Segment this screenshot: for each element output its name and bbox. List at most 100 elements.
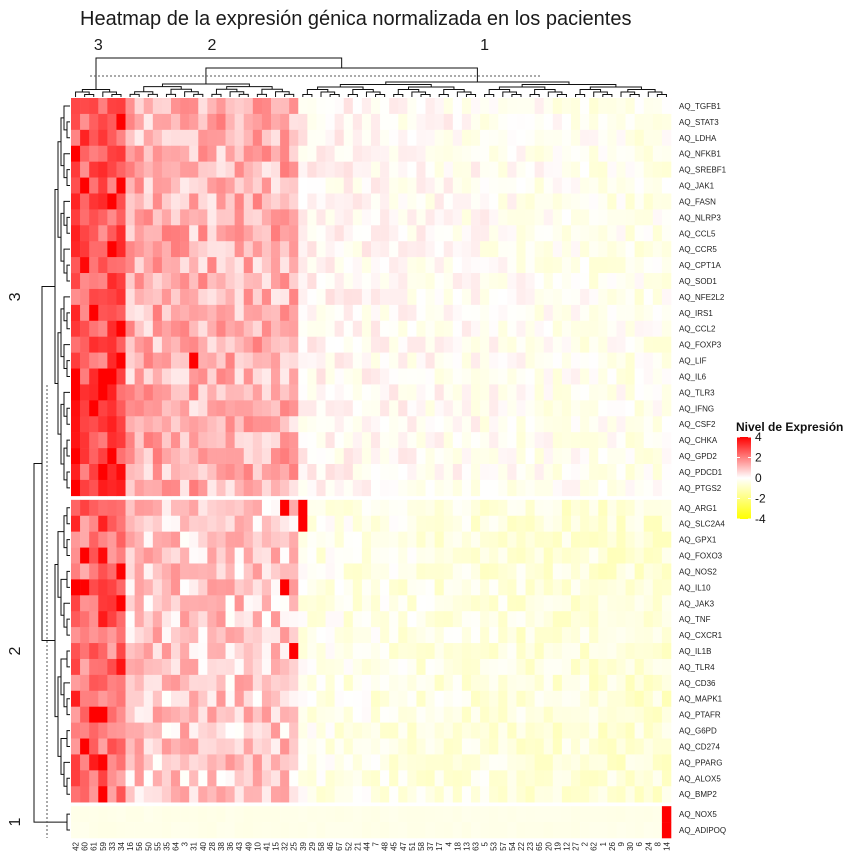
heatmap-cell	[361, 674, 372, 692]
heatmap-cell	[407, 193, 417, 210]
heatmap-cell	[371, 563, 381, 580]
heatmap-cell	[71, 304, 81, 322]
heatmap-cell	[589, 209, 599, 226]
heatmap-cell	[161, 352, 172, 369]
column-label: 48	[381, 841, 390, 850]
heatmap-cell	[298, 754, 308, 771]
heatmap-cell	[634, 416, 645, 433]
heatmap-cell	[180, 595, 190, 612]
heatmap-cell	[180, 288, 190, 306]
heatmap-cell	[352, 336, 363, 353]
heatmap-cell	[471, 320, 481, 337]
heatmap-cell	[116, 129, 126, 147]
heatmap-cell	[434, 690, 445, 707]
heatmap-cell	[234, 547, 245, 564]
heatmap-cell	[634, 658, 645, 676]
heatmap-cell	[225, 499, 235, 517]
heatmap-cell	[380, 448, 390, 465]
heatmap-cell	[171, 98, 181, 115]
heatmap-cell	[225, 384, 235, 401]
heatmap-cell	[389, 690, 399, 707]
heatmap-cell	[398, 464, 408, 481]
heatmap-cell	[425, 643, 435, 660]
heatmap-cell	[198, 416, 208, 433]
heatmap-cell	[607, 531, 617, 548]
heatmap-cell	[98, 320, 108, 337]
heatmap-cell	[652, 738, 663, 755]
heatmap-cell	[471, 531, 481, 548]
heatmap-cell	[71, 722, 81, 739]
heatmap-cell	[380, 738, 390, 755]
heatmap-cell	[107, 384, 117, 401]
heatmap-cell	[280, 464, 290, 481]
heatmap-cell	[434, 416, 445, 433]
heatmap-cell	[171, 432, 181, 449]
heatmap-cell	[80, 806, 90, 823]
heatmap-cell	[525, 627, 535, 644]
row-label: AQ_NOS2	[679, 567, 717, 576]
heatmap-cell	[107, 400, 117, 417]
heatmap-cell	[116, 209, 126, 226]
heatmap-cell	[325, 432, 335, 449]
heatmap-cell	[143, 304, 154, 322]
heatmap-cell	[452, 479, 463, 497]
heatmap-cell	[598, 499, 608, 517]
heatmap-cell	[216, 822, 226, 839]
heatmap-cell	[234, 579, 245, 596]
heatmap-cell	[316, 177, 326, 194]
heatmap-cell	[398, 754, 408, 771]
heatmap-cell	[534, 113, 545, 131]
heatmap-cell	[634, 177, 645, 194]
column-label: 2	[581, 841, 590, 846]
heatmap-cell	[307, 515, 317, 532]
heatmap-cell	[452, 288, 463, 306]
heatmap-cell	[216, 579, 226, 596]
heatmap-cell	[425, 806, 435, 823]
heatmap-cell	[198, 515, 208, 532]
heatmap-cell	[307, 209, 317, 226]
heatmap-cell	[598, 738, 608, 755]
heatmap-cell	[334, 304, 345, 322]
heatmap-cell	[471, 770, 481, 787]
heatmap-cell	[561, 563, 572, 580]
heatmap-cell	[307, 129, 317, 147]
heatmap-cell	[398, 822, 408, 839]
heatmap-cell	[598, 563, 608, 580]
heatmap-cell	[452, 161, 463, 178]
heatmap-cell	[371, 658, 381, 676]
heatmap-cell	[625, 209, 635, 226]
heatmap-cell	[316, 627, 326, 644]
column-label: 67	[335, 841, 344, 850]
heatmap-cell	[371, 304, 381, 322]
heatmap-cell	[661, 320, 672, 337]
heatmap-cell	[261, 288, 272, 306]
heatmap-cell	[416, 515, 426, 532]
heatmap-cell	[643, 384, 654, 401]
heatmap-cell	[643, 98, 654, 115]
heatmap-cell	[471, 432, 481, 449]
heatmap-cell	[416, 113, 426, 131]
heatmap-cell	[107, 515, 117, 532]
heatmap-cell	[80, 674, 90, 692]
heatmap-cell	[171, 273, 181, 290]
heatmap-cell	[589, 706, 599, 723]
heatmap-cell	[471, 113, 481, 131]
heatmap-cell	[498, 515, 508, 532]
heatmap-cell	[143, 193, 154, 210]
heatmap-cell	[189, 674, 199, 692]
heatmap-cell	[307, 384, 317, 401]
heatmap-cell	[261, 786, 272, 803]
heatmap-cell	[607, 738, 617, 755]
heatmap-cell	[180, 336, 190, 353]
heatmap-cell	[125, 611, 135, 628]
heatmap-cell	[425, 674, 435, 692]
heatmap-cell	[225, 336, 235, 353]
heatmap-cell	[189, 627, 199, 644]
heatmap-cell	[316, 786, 326, 803]
heatmap-cell	[152, 400, 163, 417]
heatmap-cell	[334, 627, 345, 644]
heatmap-cell	[589, 193, 599, 210]
heatmap-cell	[425, 257, 435, 274]
heatmap-cell	[561, 706, 572, 723]
heatmap-cell	[389, 145, 399, 162]
